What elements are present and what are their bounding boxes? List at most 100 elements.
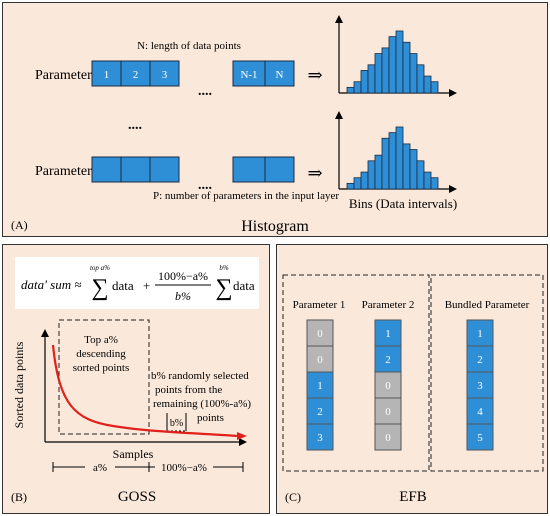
rowp-cell [91,156,122,183]
row1-cell [232,60,266,87]
histogram-bar [416,64,425,94]
a-label-bg [85,461,115,473]
panel-b-label: (B) [11,490,27,504]
vertical-ellipsis: .... [128,118,142,133]
rand-text-line2: points from the [155,384,222,396]
histogram-bar [402,143,411,190]
efb-cell [466,397,494,425]
efb-panel: Parameter 1 Parameter 2 Bundled Paramete… [276,244,548,514]
row1-cell-label: 3 [162,69,168,81]
rest-segment-label: 100%−a% [161,462,207,474]
efb-cell [374,319,402,347]
efb-cell-value: 0 [317,354,323,366]
rowp-cell [149,156,180,183]
panel-a-label: (A) [11,218,28,232]
efb-cell-value: 1 [477,328,483,340]
rand-text-line3: remaining (100%-a%) [153,398,251,410]
parameter-p-row [91,156,295,183]
histogram-panel: N: length of data points Parameter 1 Par… [2,2,548,237]
parameter-p-label: Parameter P [35,164,103,179]
histogram-bar [360,70,369,94]
rest-label-bg [155,461,213,473]
histogram-bar [409,149,418,190]
parameter-1-row: 1 2 3 N-1 N [91,60,295,87]
efb-cell-value: 1 [385,328,391,340]
hist1-y-arrow [335,15,343,23]
bundled-param-box [430,274,544,472]
panel-c-label: (C) [285,490,301,504]
efb-cell-value: 5 [477,432,483,444]
efb-cell-value: 0 [317,328,323,340]
efb-cell-value: 1 [317,380,323,392]
efb-parameter-2-label: Parameter 2 [362,299,415,311]
histogram-bar [367,160,376,190]
top-a-text-line1: Top a% [84,334,118,346]
histogram-2 [335,111,457,193]
b-box-label: b% [170,418,183,429]
efb-cell [306,397,334,425]
histogram-bar [423,171,432,190]
histogram-bar [402,41,411,94]
sum1-upper-limit: top a% [90,264,110,272]
curve-arrow-head [237,432,247,440]
histogram-bar [416,160,425,190]
fraction-denominator: b% [175,289,191,303]
histogram-bar [381,47,390,94]
rowp-cell [232,156,266,183]
efb-parameter-1-label: Parameter 1 [293,299,346,311]
original-params-box [282,274,430,472]
p-caption: P: number of parameters in the input lay… [153,190,339,202]
efb-cell [466,423,494,451]
histogram-bar [381,137,390,190]
efb-cell-value: 2 [317,406,323,418]
row1-cell-label: 2 [133,69,139,81]
efb-cell-value: 2 [385,354,391,366]
efb-column-1: 0 0 1 2 3 [306,319,334,451]
histogram-bar [430,81,439,94]
histogram-bar [360,171,369,190]
efb-cell-value: 3 [477,380,483,392]
efb-cell-value: 4 [477,406,483,418]
rand-text-line4: points [197,412,224,424]
efb-cell-value: 3 [317,432,323,444]
efb-title: EFB [399,489,427,505]
histogram-bar [395,126,404,190]
row1-cell [91,60,122,87]
formula-lhs: data' sum ≈ [21,277,81,292]
formula-plus: + [143,278,150,293]
efb-cell-value: 0 [385,432,391,444]
efb-cell [466,371,494,399]
row1-cell-label: N-1 [240,69,257,81]
bundled-parameter-label: Bundled Parameter [445,299,530,311]
histogram-bar [388,36,397,94]
histogram-bar [346,86,355,94]
top-a-dashed-box [58,319,150,435]
efb-cell [374,397,402,425]
hist2-y-arrow [335,111,343,119]
row1-cell [149,60,180,87]
histogram-bar [395,30,404,94]
efb-cell-value: 2 [477,354,483,366]
formula-box [15,257,259,309]
histogram-bar [409,53,418,94]
row1-cell-label: 1 [104,69,110,81]
goss-panel: data' sum ≈ top a% ∑ data + 100%−a% b% b… [2,244,270,514]
efb-cell [466,345,494,373]
goss-x-arrow [239,438,247,446]
efb-cell [466,319,494,347]
efb-cell [374,345,402,373]
goss-diagram: data' sum ≈ top a% ∑ data + 100%−a% b% b… [11,257,259,505]
histogram-bar [367,64,376,94]
row1-cell [264,60,295,87]
histogram-bar [346,182,355,190]
efb-column-2: 1 2 0 0 0 [374,319,402,451]
efb-cell-value: 0 [385,406,391,418]
histogram-bar [374,154,383,190]
histogram-bar [423,75,432,94]
row1-cell-label: N [276,69,284,81]
arrow-to-histogram-2: ⇒ [307,163,322,183]
sum2-sign: ∑ [215,275,232,301]
hist2-x-arrow [449,185,457,193]
rowp-ellipsis: .... [198,178,212,193]
histogram-bar [430,177,439,190]
